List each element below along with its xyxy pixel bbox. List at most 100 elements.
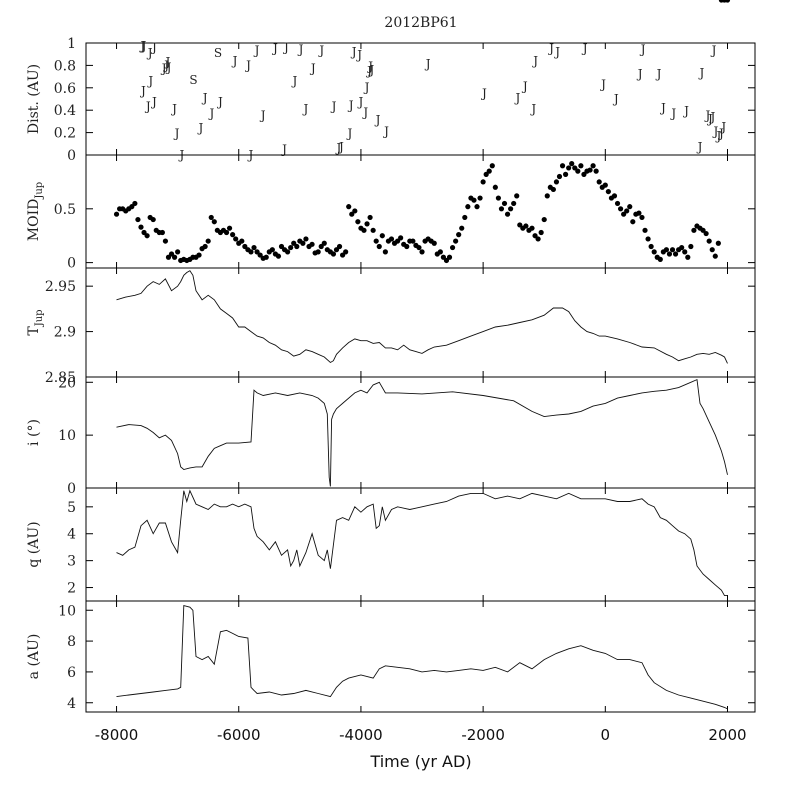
panel-5: 2 3 4 5 q (AU) [26, 487, 756, 602]
y-axis-label-text: i (°) [26, 419, 42, 446]
moid-point [144, 233, 150, 239]
encounter-point: J [280, 142, 287, 156]
moid-point [682, 249, 688, 255]
moid-point [553, 179, 560, 185]
moid-point [175, 249, 181, 255]
moid-point [566, 165, 572, 171]
series-line [116, 489, 728, 597]
encounter-point: J [297, 43, 304, 57]
x-tick-label: -6000 [217, 726, 261, 744]
encounter-point: J [717, 127, 724, 141]
moid-point [165, 254, 172, 260]
y-tick-label: 4 [67, 696, 76, 712]
moid-point [621, 211, 627, 217]
moid-point [538, 229, 544, 236]
moid-point [523, 223, 529, 229]
encounter-point: J [282, 40, 289, 54]
moid-point [367, 214, 373, 221]
moid-point [559, 163, 566, 169]
encounter-point: J [207, 106, 214, 120]
moid-point [541, 216, 547, 223]
encounter-point: J [659, 101, 666, 115]
encounter-point: J [144, 100, 151, 114]
moid-point [269, 247, 275, 253]
moid-point [572, 165, 578, 171]
moid-point [370, 227, 376, 233]
series-line [116, 378, 728, 487]
moid-point [486, 168, 492, 174]
encounter-point: J [330, 100, 337, 114]
encounter-point: J [201, 91, 208, 105]
y-axis-label: MOIDJup [26, 182, 45, 241]
y-tick-label: 10 [58, 603, 76, 619]
moid-point [492, 184, 498, 190]
encounter-point: J [337, 140, 344, 154]
y-tick-label: 1 [67, 36, 76, 52]
moid-point [550, 186, 556, 193]
moid-point [239, 238, 245, 244]
moid-point [138, 224, 144, 230]
moid-point [627, 204, 633, 210]
encounter-point: J [696, 140, 703, 154]
encounter-point: J [719, 120, 726, 134]
moid-point [333, 247, 340, 253]
moid-point [651, 249, 657, 255]
y-tick-label: 2 [67, 581, 76, 597]
encounter-point: J [368, 63, 375, 77]
y-tick-label: 0.2 [54, 126, 76, 142]
y-axis-label-text: a (AU) [26, 634, 42, 680]
y-axis-label-text: Dist. (AU) [26, 64, 42, 134]
panel-frame [85, 42, 756, 156]
encounter-point: J [173, 127, 180, 141]
encounter-point: J [374, 113, 381, 127]
moid-point [196, 252, 202, 258]
moid-point [440, 254, 447, 260]
moid-point [501, 200, 508, 207]
y-axis-label: i (°) [26, 419, 42, 446]
moid-point [410, 238, 416, 244]
encounter-point: J [708, 110, 715, 124]
moid-point [596, 179, 602, 185]
y-tick-label: 3 [67, 554, 76, 570]
series-line [116, 605, 728, 710]
moid-point [388, 236, 395, 242]
encounter-point: J [704, 109, 711, 123]
moid-point [703, 230, 709, 237]
moid-point [483, 171, 489, 177]
moid-point [300, 240, 306, 246]
moid-point [446, 254, 453, 260]
moid-point [508, 206, 514, 212]
moid-point [624, 208, 630, 214]
y-tick-label: 2.95 [45, 279, 76, 295]
moid-point [205, 238, 211, 244]
moid-point [242, 243, 248, 250]
moid-point [135, 216, 141, 223]
moid-point [498, 206, 505, 212]
encounter-point: J [347, 99, 354, 113]
moid-point [294, 243, 300, 250]
panel-6: 4 6 8 10 a (AU) [26, 600, 756, 713]
encounter-point: J [165, 61, 172, 75]
x-tick-label: -2000 [461, 726, 505, 744]
encounter-point: J [140, 39, 147, 53]
chart-title: 2012BP61 [384, 15, 457, 31]
moid-point [563, 171, 569, 177]
moid-point [593, 168, 599, 174]
moid-point [645, 236, 651, 242]
moid-point [477, 195, 483, 201]
encounter-point: J [715, 129, 722, 143]
moid-point [168, 251, 175, 257]
y-tick-label: 2.9 [54, 325, 76, 341]
y-axis-label-text: q (AU) [26, 521, 42, 567]
moid-point [340, 252, 346, 258]
moid-point [223, 229, 230, 236]
encounter-point: S [189, 73, 197, 87]
moid-point [257, 252, 263, 258]
moid-point [724, 0, 731, 3]
moid-point [529, 225, 535, 231]
y-tick-label: 8 [67, 634, 76, 650]
moid-point [578, 163, 584, 169]
encounter-point: J [612, 92, 619, 106]
moid-point [617, 206, 624, 212]
